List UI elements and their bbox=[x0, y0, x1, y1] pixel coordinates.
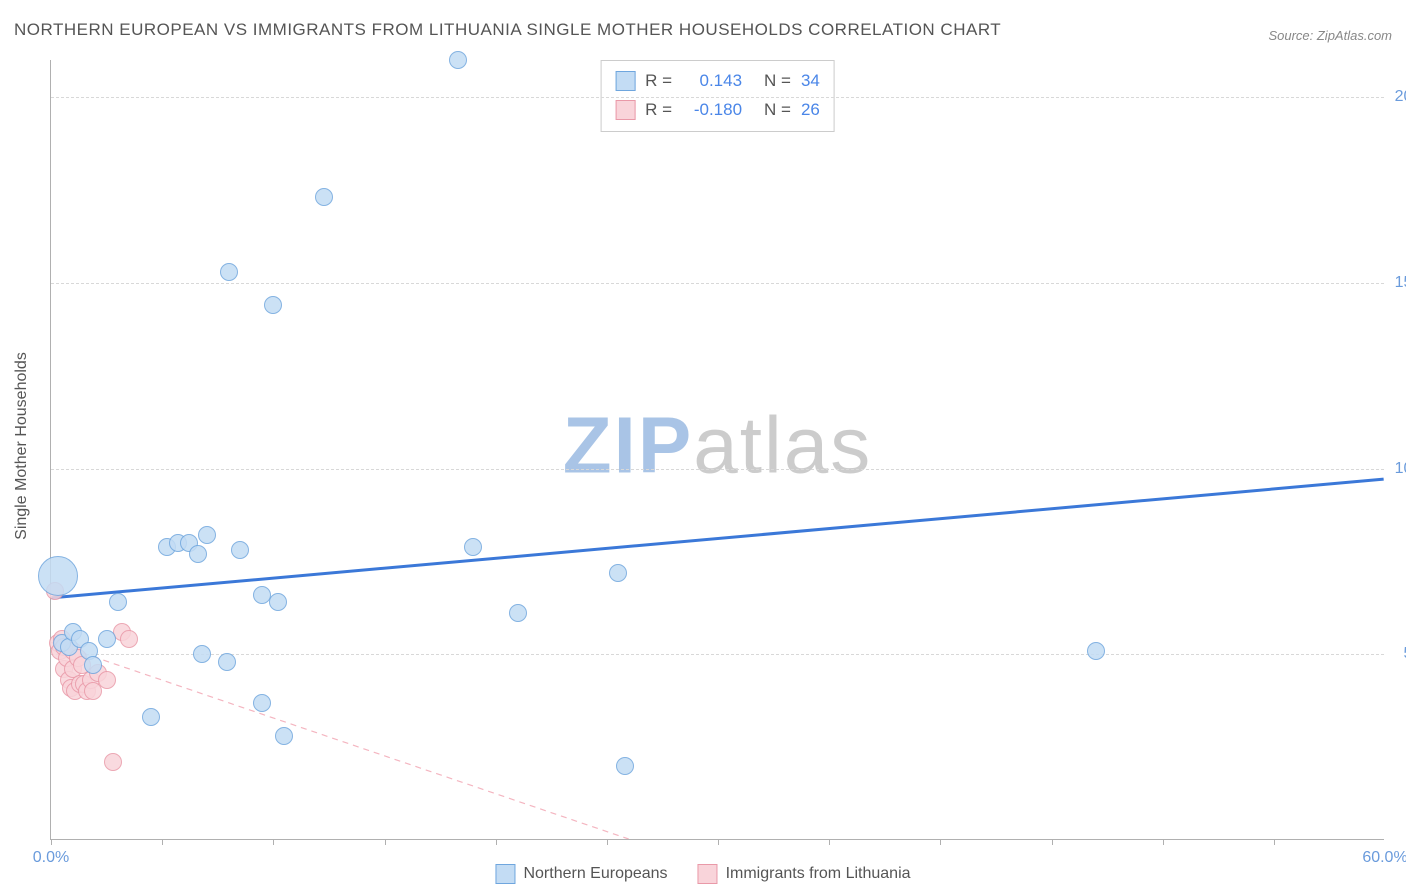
source-label: Source: ZipAtlas.com bbox=[1268, 28, 1392, 43]
scatter-point bbox=[231, 541, 249, 559]
scatter-point bbox=[218, 653, 236, 671]
scatter-point bbox=[275, 727, 293, 745]
legend-swatch bbox=[615, 100, 635, 120]
plot-area: ZIPatlas R =0.143N =34R =-0.180N =26 5.0… bbox=[50, 60, 1384, 840]
scatter-point bbox=[269, 593, 287, 611]
trendline bbox=[51, 479, 1383, 598]
scatter-point bbox=[464, 538, 482, 556]
stats-legend-row: R = 0.143 N = 34 bbox=[615, 67, 820, 96]
ytick-label: 5.0% bbox=[1390, 645, 1406, 663]
scatter-point bbox=[189, 545, 207, 563]
scatter-point bbox=[104, 753, 122, 771]
legend-label: Immigrants from Lithuania bbox=[726, 865, 911, 883]
n-label: N = bbox=[764, 96, 791, 125]
r-label: R = bbox=[645, 67, 672, 96]
chart-title: NORTHERN EUROPEAN VS IMMIGRANTS FROM LIT… bbox=[14, 20, 1001, 40]
y-axis-label: Single Mother Households bbox=[13, 352, 31, 540]
stats-legend-row: R = -0.180 N = 26 bbox=[615, 96, 820, 125]
bottom-legend: Northern Europeans Immigrants from Lithua… bbox=[495, 864, 910, 884]
xtick bbox=[385, 839, 386, 845]
gridline bbox=[51, 469, 1384, 470]
xtick bbox=[51, 839, 52, 845]
scatter-point bbox=[193, 645, 211, 663]
scatter-point bbox=[198, 526, 216, 544]
watermark: ZIPatlas bbox=[563, 399, 872, 491]
scatter-point bbox=[1087, 642, 1105, 660]
scatter-point bbox=[98, 630, 116, 648]
bottom-legend-item: Northern Europeans bbox=[495, 864, 667, 884]
watermark-left: ZIP bbox=[563, 400, 693, 489]
scatter-point bbox=[253, 694, 271, 712]
scatter-point bbox=[264, 296, 282, 314]
xtick bbox=[1052, 839, 1053, 845]
xtick bbox=[162, 839, 163, 845]
scatter-point bbox=[84, 656, 102, 674]
gridline bbox=[51, 283, 1384, 284]
ytick-label: 20.0% bbox=[1390, 88, 1406, 106]
n-label: N = bbox=[764, 67, 791, 96]
scatter-point bbox=[616, 757, 634, 775]
scatter-point bbox=[220, 263, 238, 281]
xtick bbox=[718, 839, 719, 845]
correlation-chart: NORTHERN EUROPEAN VS IMMIGRANTS FROM LIT… bbox=[0, 0, 1406, 892]
scatter-point bbox=[38, 556, 78, 596]
gridline bbox=[51, 97, 1384, 98]
legend-swatch bbox=[615, 71, 635, 91]
r-value: -0.180 bbox=[682, 96, 742, 125]
scatter-point bbox=[609, 564, 627, 582]
scatter-point bbox=[109, 593, 127, 611]
ytick-label: 15.0% bbox=[1390, 274, 1406, 292]
scatter-point bbox=[120, 630, 138, 648]
r-label: R = bbox=[645, 96, 672, 125]
r-value: 0.143 bbox=[682, 67, 742, 96]
ytick-label: 10.0% bbox=[1390, 460, 1406, 478]
watermark-right: atlas bbox=[693, 400, 872, 489]
gridline bbox=[51, 654, 1384, 655]
scatter-point bbox=[509, 604, 527, 622]
xtick bbox=[496, 839, 497, 845]
xtick bbox=[273, 839, 274, 845]
stats-legend: R = 0.143 N = 34 R = -0.180 N = 26 bbox=[600, 60, 835, 132]
xtick bbox=[607, 839, 608, 845]
legend-swatch bbox=[495, 864, 515, 884]
n-value: 34 bbox=[801, 67, 820, 96]
scatter-point bbox=[142, 708, 160, 726]
scatter-point bbox=[449, 51, 467, 69]
xtick bbox=[829, 839, 830, 845]
xtick bbox=[940, 839, 941, 845]
xtick-label: 0.0% bbox=[33, 849, 69, 867]
xtick-label: 60.0% bbox=[1362, 849, 1406, 867]
n-value: 26 bbox=[801, 96, 820, 125]
bottom-legend-item: Immigrants from Lithuania bbox=[698, 864, 911, 884]
xtick bbox=[1163, 839, 1164, 845]
legend-swatch bbox=[698, 864, 718, 884]
scatter-point bbox=[98, 671, 116, 689]
legend-label: Northern Europeans bbox=[523, 865, 667, 883]
xtick bbox=[1274, 839, 1275, 845]
trendline bbox=[51, 642, 628, 839]
scatter-point bbox=[315, 188, 333, 206]
trendlines-svg bbox=[51, 60, 1384, 839]
